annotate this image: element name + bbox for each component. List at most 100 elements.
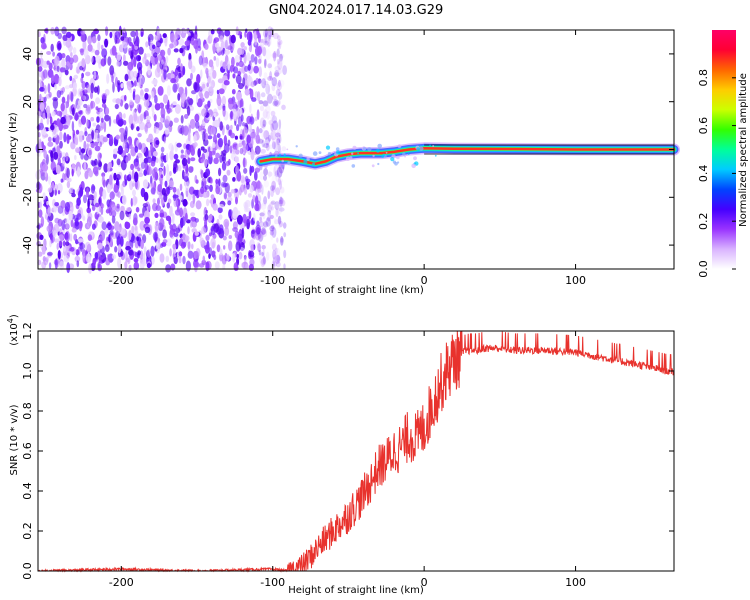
- noise-blob: [74, 155, 77, 160]
- noise-blob: [59, 131, 63, 141]
- noise-blob: [124, 178, 128, 186]
- top-y-axis-label: Frequency (Hz): [8, 112, 19, 188]
- noise-blob: [187, 241, 191, 250]
- noise-blob: [39, 200, 43, 210]
- signal-speckle: [352, 145, 357, 150]
- noise-blob: [231, 89, 236, 95]
- noise-blob: [180, 63, 183, 72]
- noise-blob: [114, 31, 121, 39]
- noise-blob: [280, 199, 286, 207]
- noise-blob: [143, 99, 150, 108]
- noise-blob: [180, 149, 184, 154]
- noise-blob: [153, 127, 160, 135]
- noise-blob: [218, 178, 221, 187]
- signal-speckle: [377, 143, 383, 149]
- noise-blob: [271, 52, 278, 59]
- noise-blob: [278, 199, 283, 205]
- noise-blob: [184, 45, 190, 51]
- noise-blob: [49, 239, 52, 248]
- noise-blob: [258, 58, 262, 64]
- noise-blob: [68, 188, 72, 195]
- signal-speckle: [397, 144, 402, 148]
- noise-blob: [218, 204, 224, 209]
- noise-blob: [123, 60, 129, 66]
- noise-blob: [147, 65, 152, 76]
- noise-blob: [244, 199, 251, 208]
- noise-blob: [263, 196, 268, 205]
- noise-blob: [261, 257, 267, 266]
- noise-blob: [99, 107, 104, 119]
- noise-blob: [265, 137, 270, 146]
- noise-blob: [239, 47, 245, 55]
- noise-blob: [263, 168, 268, 176]
- noise-blob: [124, 103, 129, 110]
- noise-blob: [275, 247, 281, 259]
- noise-blob: [106, 73, 110, 84]
- noise-blob: [263, 175, 267, 181]
- noise-blob: [219, 35, 224, 42]
- noise-blob: [204, 185, 210, 190]
- noise-blob: [100, 44, 104, 50]
- noise-blob: [193, 142, 198, 148]
- noise-blob: [133, 80, 137, 87]
- noise-blob: [40, 37, 45, 44]
- noise-blob: [229, 145, 233, 154]
- noise-blob: [259, 171, 265, 180]
- noise-blob: [120, 36, 125, 41]
- noise-blob: [220, 181, 227, 188]
- noise-blob: [254, 38, 258, 46]
- noise-blob: [40, 96, 44, 102]
- noise-blob: [155, 40, 162, 48]
- noise-blob: [213, 112, 217, 118]
- noise-blob: [79, 90, 84, 97]
- noise-blob: [226, 169, 231, 176]
- noise-blob: [214, 119, 220, 128]
- y-tick-label: 0.2: [21, 522, 34, 540]
- noise-blob: [115, 98, 121, 105]
- noise-blob: [267, 171, 273, 177]
- noise-blob: [84, 170, 89, 180]
- noise-blob: [267, 93, 273, 104]
- noise-blob: [202, 148, 208, 153]
- signal-speckle: [416, 147, 420, 151]
- noise-blob: [216, 133, 221, 139]
- noise-blob: [240, 184, 245, 193]
- noise-blob: [148, 133, 153, 139]
- noise-blob: [128, 142, 133, 149]
- noise-blob: [223, 192, 228, 200]
- noise-blob: [271, 83, 276, 92]
- noise-blob: [69, 75, 73, 82]
- noise-blob: [97, 159, 102, 171]
- noise-blob: [232, 252, 236, 263]
- noise-blob: [208, 59, 214, 68]
- noise-blob: [209, 33, 213, 43]
- noise-blob: [273, 164, 279, 176]
- noise-blob: [39, 223, 43, 228]
- noise-blob: [120, 83, 124, 89]
- noise-blob: [218, 167, 222, 177]
- noise-blob: [47, 141, 54, 147]
- noise-blob: [65, 113, 70, 122]
- noise-blob: [278, 119, 282, 130]
- noise-blob: [265, 217, 271, 227]
- noise-blob: [262, 119, 267, 128]
- noise-blob: [53, 151, 59, 160]
- noise-blob: [276, 167, 282, 172]
- noise-blob: [271, 227, 277, 238]
- noise-blob: [86, 135, 91, 143]
- noise-blob: [201, 121, 206, 127]
- noise-blob: [242, 122, 245, 127]
- noise-blob: [171, 144, 174, 153]
- noise-blob: [76, 104, 82, 112]
- noise-blob: [249, 31, 253, 43]
- noise-blob: [160, 146, 165, 153]
- noise-blob: [151, 103, 155, 113]
- noise-blob: [181, 45, 186, 50]
- noise-blob: [144, 216, 151, 224]
- signal-speckle: [287, 161, 291, 165]
- noise-blob: [96, 116, 100, 123]
- noise-blob: [265, 105, 271, 114]
- noise-blob: [258, 128, 263, 134]
- noise-blob: [192, 193, 196, 205]
- noise-blob: [205, 234, 210, 241]
